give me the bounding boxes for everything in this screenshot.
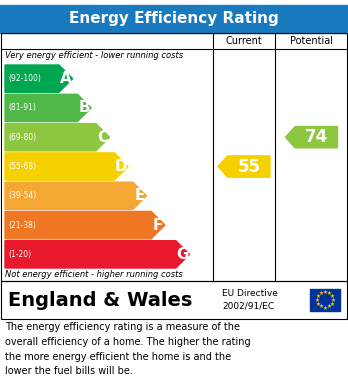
Text: ★: ★ [318, 305, 323, 309]
Text: Current: Current [226, 36, 262, 46]
FancyBboxPatch shape [310, 289, 340, 311]
Text: ★: ★ [323, 289, 327, 294]
Polygon shape [5, 153, 128, 180]
Text: (69-80): (69-80) [8, 133, 36, 142]
Text: B: B [78, 100, 90, 115]
Text: ★: ★ [316, 294, 321, 298]
Text: ★: ★ [331, 298, 335, 303]
Polygon shape [5, 241, 190, 268]
Text: F: F [153, 217, 163, 233]
Text: ★: ★ [330, 294, 334, 298]
Text: ★: ★ [315, 298, 319, 303]
Bar [1, 33, 347, 281]
Polygon shape [5, 94, 91, 122]
Text: G: G [176, 247, 189, 262]
Text: 74: 74 [304, 128, 328, 146]
Polygon shape [5, 124, 110, 151]
Text: England & Wales: England & Wales [8, 291, 192, 310]
Text: ★: ★ [326, 291, 331, 296]
Bar [0, 5, 348, 33]
Polygon shape [5, 65, 73, 92]
Polygon shape [5, 182, 147, 210]
Polygon shape [285, 127, 338, 148]
Text: ★: ★ [330, 301, 334, 307]
Text: 2002/91/EC: 2002/91/EC [222, 302, 274, 311]
Text: ★: ★ [316, 301, 321, 307]
Text: (1-20): (1-20) [8, 250, 31, 259]
Text: C: C [97, 130, 108, 145]
Text: Very energy efficient - lower running costs: Very energy efficient - lower running co… [5, 52, 183, 61]
Bar [1, 281, 347, 319]
Text: (39-54): (39-54) [8, 191, 36, 200]
Text: ★: ★ [326, 305, 331, 309]
Text: A: A [60, 71, 72, 86]
Polygon shape [5, 212, 165, 239]
Text: The energy efficiency rating is a measure of the
overall efficiency of a home. T: The energy efficiency rating is a measur… [5, 322, 251, 377]
Text: (21-38): (21-38) [8, 221, 36, 230]
Text: EU Directive: EU Directive [222, 289, 278, 298]
Text: (92-100): (92-100) [8, 74, 41, 83]
Text: ★: ★ [323, 305, 327, 310]
Text: Energy Efficiency Rating: Energy Efficiency Rating [69, 11, 279, 27]
Bar [0, 281, 348, 319]
Text: (55-68): (55-68) [8, 162, 36, 171]
Text: ★: ★ [318, 291, 323, 296]
Text: 55: 55 [237, 158, 260, 176]
Text: (81-91): (81-91) [8, 104, 36, 113]
Text: Potential: Potential [290, 36, 333, 46]
Text: E: E [134, 188, 145, 203]
Text: D: D [115, 159, 127, 174]
Text: Not energy efficient - higher running costs: Not energy efficient - higher running co… [5, 270, 183, 279]
Polygon shape [218, 156, 270, 177]
